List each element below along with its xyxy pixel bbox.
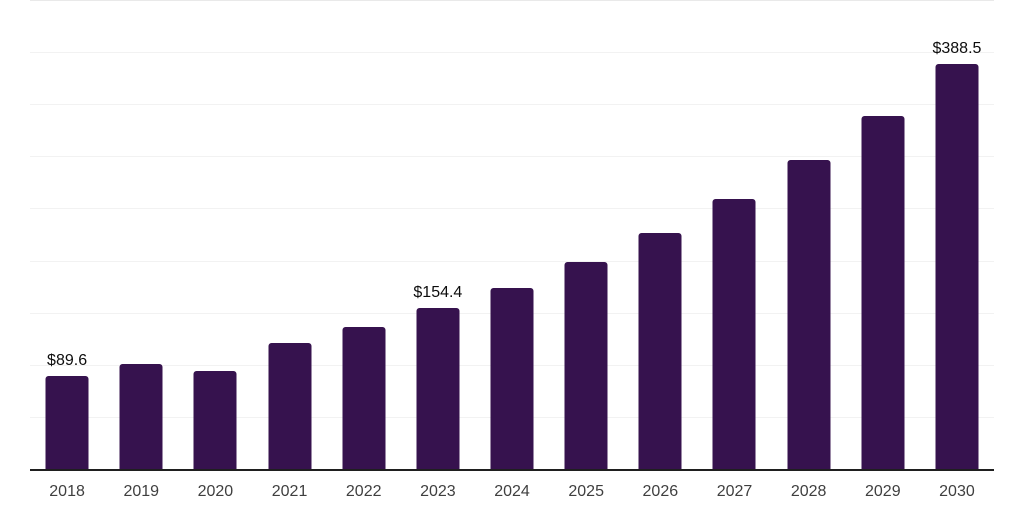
plot-area: $89.6 $154.4 $388.5	[30, 0, 994, 469]
bar-2025	[564, 262, 608, 469]
bar-2028	[787, 159, 831, 469]
x-axis-line	[30, 469, 994, 471]
x-tick-label-2018: 2018	[49, 483, 85, 500]
x-tick-label-2020: 2020	[197, 483, 234, 500]
x-tick-label-2028: 2028	[790, 483, 827, 500]
x-tick-label-2026: 2026	[642, 483, 679, 500]
x-tick-label-2023: 2023	[420, 483, 456, 500]
data-label-2018: $89.6	[47, 351, 88, 369]
bar-slot-2025	[549, 0, 623, 469]
bar-slot-2027	[697, 0, 771, 469]
x-tick-label-2025: 2025	[568, 483, 604, 500]
bar-slot-2020	[178, 0, 252, 469]
data-label-2030: $388.5	[932, 40, 982, 58]
bar-slot-2028	[772, 0, 846, 469]
bar-2023	[416, 308, 460, 469]
bar-2024	[490, 287, 534, 469]
bar-slot-2022	[327, 0, 401, 469]
x-tick-label-2021: 2021	[271, 483, 308, 500]
x-tick-label-2027: 2027	[716, 483, 753, 500]
x-tick-label-2030: 2030	[939, 483, 975, 500]
bars-container: $89.6 $154.4 $388.5	[30, 0, 994, 469]
bar-2019	[119, 363, 163, 469]
x-tick-label-2029: 2029	[865, 483, 901, 500]
bar-2018	[45, 375, 89, 469]
x-tick-label-2022: 2022	[345, 483, 382, 500]
bar-2026	[638, 233, 682, 469]
bar-2030	[935, 64, 979, 469]
bar-2029	[861, 115, 905, 469]
bar-slot-2026	[623, 0, 697, 469]
bar-slot-2019	[104, 0, 178, 469]
bar-2020	[193, 370, 237, 469]
data-label-2023: $154.4	[413, 284, 463, 302]
bar-2021	[268, 342, 312, 469]
bar-slot-2023: $154.4	[401, 0, 475, 469]
x-tick-label-2024: 2024	[494, 483, 530, 500]
bar-2022	[342, 327, 386, 469]
bar-slot-2021	[252, 0, 326, 469]
bar-2027	[712, 198, 756, 469]
bar-slot-2018: $89.6	[30, 0, 104, 469]
bar-slot-2029	[846, 0, 920, 469]
bar-slot-2024	[475, 0, 549, 469]
bar-slot-2030: $388.5	[920, 0, 994, 469]
x-axis-labels: 2018 2019 2020 2021 2022 2023 2024 2025 2026 2027…	[30, 482, 994, 501]
x-tick-label-2019: 2019	[123, 483, 160, 500]
